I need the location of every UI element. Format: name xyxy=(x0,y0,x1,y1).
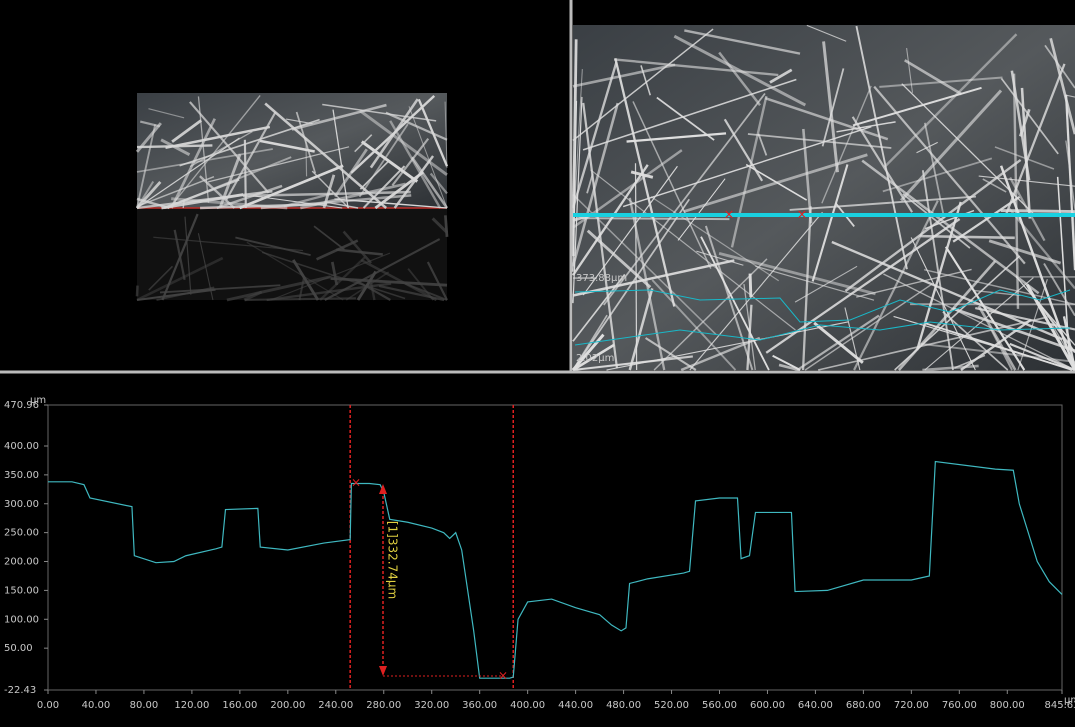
y-tick-label: 350.00 xyxy=(4,470,39,481)
measure-point: × xyxy=(351,476,361,490)
y-tick-label: 150.00 xyxy=(4,585,39,596)
x-tick-label: 160.00 xyxy=(222,700,257,711)
x-tick-label: 320.00 xyxy=(414,700,449,711)
x-tick-label: 640.00 xyxy=(798,700,833,711)
scale-label: 2.02µm xyxy=(576,353,614,364)
x-tick-label: 40.00 xyxy=(82,700,111,711)
x-tick-label: 520.00 xyxy=(654,700,689,711)
y-tick-label: 100.00 xyxy=(4,614,39,625)
x-tick-label: 720.00 xyxy=(894,700,929,711)
fiber xyxy=(580,218,729,219)
fiber xyxy=(445,215,447,237)
screen: × × 373.88µm 2.02µm µm µm -22.4350.00100… xyxy=(0,0,1075,727)
fiber xyxy=(306,137,307,176)
y-tick-label: -22.43 xyxy=(4,685,36,696)
marker[interactable]: × xyxy=(724,208,735,223)
x-tick-label: 480.00 xyxy=(606,700,641,711)
x-tick-label: 680.00 xyxy=(846,700,881,711)
x-tick-label: 400.00 xyxy=(510,700,545,711)
scale-label: 373.88µm xyxy=(576,273,627,284)
x-tick-label: 120.00 xyxy=(174,700,209,711)
measure-point: × xyxy=(498,669,508,683)
x-tick-label: 0.00 xyxy=(37,700,59,711)
x-tick-label: 440.00 xyxy=(558,700,593,711)
page: × × 373.88µm 2.02µm µm µm -22.4350.00100… xyxy=(0,0,1075,727)
y-tick-label: 50.00 xyxy=(4,643,33,654)
y-tick-label: 470.96 xyxy=(4,400,39,411)
y-tick-label: 250.00 xyxy=(4,528,39,539)
x-tick-label: 800.00 xyxy=(990,700,1025,711)
x-tick-label: 240.00 xyxy=(318,700,353,711)
y-tick-label: 400.00 xyxy=(4,441,39,452)
x-tick-label: 80.00 xyxy=(130,700,159,711)
x-tick-label: 280.00 xyxy=(366,700,401,711)
x-tick-label: 845.63 xyxy=(1045,700,1075,711)
fiber xyxy=(750,274,751,297)
marker[interactable]: × xyxy=(797,208,808,223)
x-tick-label: 360.00 xyxy=(462,700,497,711)
x-tick-label: 760.00 xyxy=(942,700,977,711)
y-tick-label: 300.00 xyxy=(4,499,39,510)
x-tick-label: 600.00 xyxy=(750,700,785,711)
measure-label: [1]332.74µm xyxy=(386,521,400,599)
x-tick-label: 200.00 xyxy=(270,700,305,711)
y-tick-label: 200.00 xyxy=(4,557,39,568)
x-tick-label: 560.00 xyxy=(702,700,737,711)
